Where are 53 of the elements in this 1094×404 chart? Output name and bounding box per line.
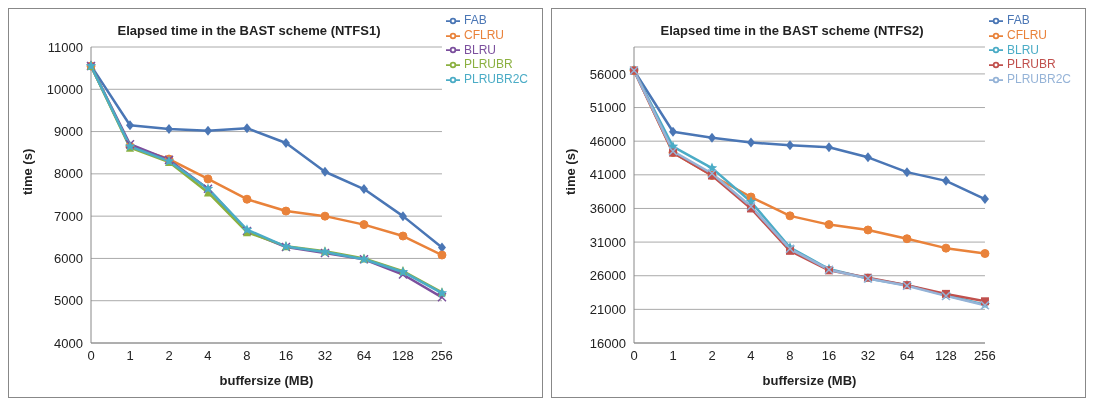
legend-label: FAB [463,13,487,27]
x-tick-label: 1 [669,348,677,364]
y-tick-label: 31000 [589,234,626,250]
y-tick-label: 11000 [47,39,83,55]
x-tick-label: 256 [974,348,996,364]
x-tick-label: 16 [821,348,837,364]
legend-label: FAB [1006,13,1030,27]
legend-label: CFLRU [1006,27,1047,42]
y-tick-label: 10000 [46,81,83,97]
x-tick-label: 2 [165,348,173,364]
y-tick-label: 16000 [589,335,626,351]
y-tick-label: 41000 [589,167,626,183]
x-axis-title: buffersize (MB) [762,373,857,388]
x-tick-label: 2 [708,348,716,364]
x-tick-label: 64 [899,348,915,364]
y-tick-label: 4000 [54,335,83,351]
x-tick-label: 8 [243,348,251,364]
legend-label: PLRUBR2C [1006,72,1071,87]
y-tick-label: 51000 [589,100,626,116]
legend-label: BLRU [463,42,496,57]
x-tick-label: 128 [935,348,957,364]
legend-label: PLRUBR [1006,57,1056,72]
y-tick-label: 46000 [589,133,626,149]
y-tick-label: 6000 [54,251,83,267]
x-tick-label: 4 [204,348,212,364]
x-tick-label: 16 [278,348,294,364]
y-tick-label: 36000 [589,201,626,217]
x-tick-label: 256 [431,348,453,364]
legend-label: PLRUBR [463,57,513,72]
x-tick-label: 0 [630,348,638,364]
y-axis-title: time (s) [562,148,578,195]
y-tick-label: 56000 [589,66,626,82]
y-tick-label: 5000 [54,293,83,309]
y-tick-label: 9000 [54,124,83,140]
y-tick-label: 26000 [589,268,626,284]
y-tick-label: 7000 [54,208,83,224]
x-tick-label: 64 [356,348,372,364]
y-axis-title: time (s) [19,148,35,195]
chart-title: Elapsed time in the BAST scheme (NTFS1) [116,23,382,38]
y-tick-label: 8000 [54,166,83,182]
chart-title: Elapsed time in the BAST scheme (NTFS2) [659,23,925,38]
x-tick-label: 8 [786,348,794,364]
legend-label: PLRUBR2C [463,72,528,87]
x-tick-label: 1 [126,348,134,364]
x-tick-label: 128 [392,348,414,364]
x-tick-label: 32 [317,348,333,364]
legend-label: CFLRU [463,27,504,42]
legend-label: BLRU [1006,42,1039,57]
x-tick-label: 4 [747,348,755,364]
x-tick-label: 0 [87,348,95,364]
x-axis-title: buffersize (MB) [219,373,314,388]
y-tick-label: 21000 [589,301,626,317]
x-tick-label: 32 [860,348,876,364]
